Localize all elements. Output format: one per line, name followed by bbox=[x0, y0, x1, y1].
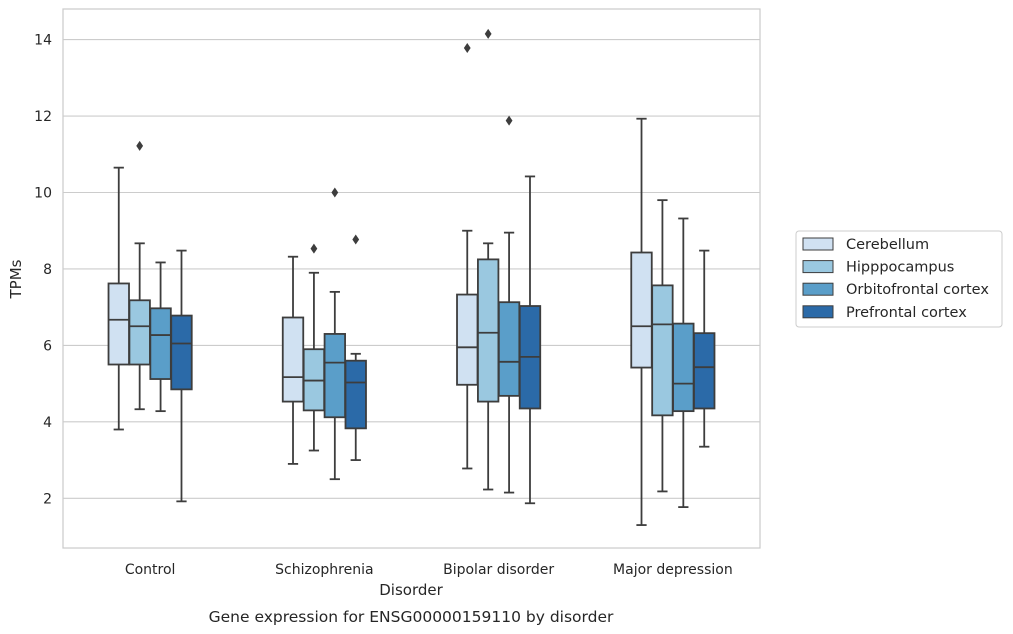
x-axis-label: Disorder bbox=[379, 581, 443, 599]
box-iqr bbox=[170, 314, 193, 391]
y-tick-label: 10 bbox=[34, 185, 52, 201]
box-iqr bbox=[128, 299, 151, 366]
x-tick-labels: Control Schizophrenia Bipolar disorder Majo… bbox=[125, 562, 733, 578]
plot-frame bbox=[62, 8, 761, 549]
box-iqr bbox=[456, 293, 479, 386]
outlier-point bbox=[505, 115, 513, 126]
box-iqr bbox=[323, 333, 346, 419]
legend-swatch bbox=[802, 305, 834, 319]
plot-background bbox=[63, 9, 760, 548]
box-iqr bbox=[149, 307, 172, 380]
box-iqr bbox=[651, 284, 674, 417]
legend-label: Prefrontal cortex bbox=[846, 305, 967, 321]
box-prefrontal-cortex-1 bbox=[344, 234, 367, 461]
outlier-point bbox=[463, 42, 471, 53]
box-orbitofrontal-cortex-3 bbox=[672, 217, 695, 508]
y-tick-labels: 2 4 6 8 10 12 14 bbox=[34, 33, 52, 508]
box-iqr bbox=[497, 301, 521, 397]
legend-label: Cerebellum bbox=[846, 237, 929, 253]
boxes-layer bbox=[107, 28, 716, 526]
box-hipppocampus-1 bbox=[302, 243, 326, 452]
y-tick-label: 4 bbox=[43, 415, 52, 431]
x-tick-label: Major depression bbox=[613, 562, 733, 578]
legend-frame bbox=[795, 230, 1003, 328]
box-iqr bbox=[281, 316, 305, 403]
outlier-point bbox=[136, 140, 144, 151]
legend-swatch bbox=[802, 260, 834, 274]
y-tick-label: 12 bbox=[34, 109, 52, 125]
box-iqr bbox=[672, 322, 695, 413]
legend-swatch bbox=[802, 237, 834, 251]
box-cerebellum-2 bbox=[456, 42, 479, 470]
box-iqr bbox=[344, 359, 367, 430]
y-tick-label: 8 bbox=[43, 262, 52, 278]
x-tick-label: Control bbox=[125, 562, 176, 578]
box-prefrontal-cortex-0 bbox=[170, 249, 193, 503]
x-tick-label: Schizophrenia bbox=[275, 562, 373, 578]
outlier-point bbox=[310, 243, 318, 254]
y-tick-label: 2 bbox=[43, 491, 52, 507]
box-cerebellum-1 bbox=[281, 255, 305, 465]
box-iqr bbox=[693, 332, 716, 410]
outlier-point bbox=[484, 28, 492, 39]
legend: Cerebellum Hipppocampus Orbitofrontal cort… bbox=[795, 230, 1003, 328]
box-iqr bbox=[630, 251, 653, 369]
outlier-point bbox=[352, 234, 360, 245]
figure-caption: Gene expression for ENSG00000159110 by d… bbox=[209, 608, 614, 626]
x-tick-label: Bipolar disorder bbox=[443, 562, 554, 578]
legend-swatch bbox=[802, 282, 834, 296]
box-prefrontal-cortex-3 bbox=[693, 249, 716, 448]
legend-label: Orbitofrontal cortex bbox=[846, 282, 989, 298]
y-tick-label: 6 bbox=[43, 338, 52, 354]
box-orbitofrontal-cortex-0 bbox=[149, 261, 172, 413]
outlier-point bbox=[331, 187, 339, 198]
legend-label: Hipppocampus bbox=[846, 260, 954, 276]
y-tick-label: 14 bbox=[34, 33, 52, 49]
y-axis-label: TPMs bbox=[7, 259, 25, 299]
box-hipppocampus-3 bbox=[651, 199, 674, 493]
box-iqr bbox=[107, 282, 130, 366]
box-iqr bbox=[477, 258, 500, 403]
box-prefrontal-cortex-2 bbox=[518, 175, 542, 505]
